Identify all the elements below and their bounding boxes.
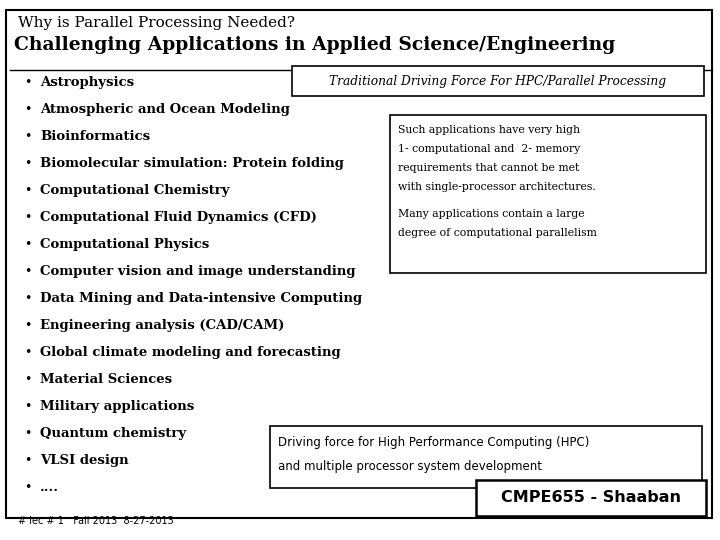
Text: Atmospheric and Ocean Modeling: Atmospheric and Ocean Modeling: [40, 103, 290, 116]
Text: Computer vision and image understanding: Computer vision and image understanding: [40, 265, 356, 278]
Text: •: •: [24, 184, 32, 197]
Text: •: •: [24, 265, 32, 278]
Text: Astrophysics: Astrophysics: [40, 76, 134, 89]
Text: •: •: [24, 76, 32, 89]
Text: Computational Physics: Computational Physics: [40, 238, 210, 251]
Text: Many applications contain a large: Many applications contain a large: [398, 209, 585, 219]
Text: Data Mining and Data-intensive Computing: Data Mining and Data-intensive Computing: [40, 292, 362, 305]
Text: requirements that cannot be met: requirements that cannot be met: [398, 163, 580, 173]
Text: •: •: [24, 481, 32, 494]
Text: Computational Fluid Dynamics (CFD): Computational Fluid Dynamics (CFD): [40, 211, 317, 224]
Text: •: •: [24, 427, 32, 440]
Text: •: •: [24, 319, 32, 332]
Text: degree of computational parallelism: degree of computational parallelism: [398, 228, 597, 238]
Text: Why is Parallel Processing Needed?: Why is Parallel Processing Needed?: [18, 16, 295, 30]
Text: # lec # 1   Fall 2013  8-27-2013: # lec # 1 Fall 2013 8-27-2013: [18, 516, 174, 526]
Text: •: •: [24, 103, 32, 116]
Text: Global climate modeling and forecasting: Global climate modeling and forecasting: [40, 346, 341, 359]
Text: •: •: [24, 130, 32, 143]
Text: Driving force for High Performance Computing (HPC): Driving force for High Performance Compu…: [278, 436, 590, 449]
Text: •: •: [24, 157, 32, 170]
Text: Engineering analysis (CAD/CAM): Engineering analysis (CAD/CAM): [40, 319, 284, 332]
Text: Bioinformatics: Bioinformatics: [40, 130, 150, 143]
Text: •: •: [24, 373, 32, 386]
Text: •: •: [24, 400, 32, 413]
Text: CMPE655 - Shaaban: CMPE655 - Shaaban: [501, 490, 681, 505]
Text: •: •: [24, 238, 32, 251]
Bar: [270, 426, 702, 488]
Bar: [292, 66, 704, 96]
Text: •: •: [24, 292, 32, 305]
Text: Military applications: Military applications: [40, 400, 194, 413]
Text: •: •: [24, 211, 32, 224]
Text: Quantum chemistry: Quantum chemistry: [40, 427, 186, 440]
Text: with single-processor architectures.: with single-processor architectures.: [398, 182, 595, 192]
Text: VLSI design: VLSI design: [40, 454, 129, 467]
Text: Challenging Applications in Applied Science/Engineering: Challenging Applications in Applied Scie…: [14, 36, 616, 54]
Text: Computational Chemistry: Computational Chemistry: [40, 184, 230, 197]
Text: Such applications have very high: Such applications have very high: [398, 125, 580, 135]
Text: ....: ....: [40, 481, 59, 494]
Text: and multiple processor system development: and multiple processor system developmen…: [278, 460, 542, 473]
Bar: [476, 480, 706, 516]
Text: Material Sciences: Material Sciences: [40, 373, 172, 386]
Text: Traditional Driving Force For HPC/Parallel Processing: Traditional Driving Force For HPC/Parall…: [330, 75, 667, 87]
Text: 1- computational and  2- memory: 1- computational and 2- memory: [398, 144, 580, 154]
Text: •: •: [24, 346, 32, 359]
Text: •: •: [24, 454, 32, 467]
Text: Biomolecular simulation: Protein folding: Biomolecular simulation: Protein folding: [40, 157, 344, 170]
Bar: [390, 115, 706, 273]
